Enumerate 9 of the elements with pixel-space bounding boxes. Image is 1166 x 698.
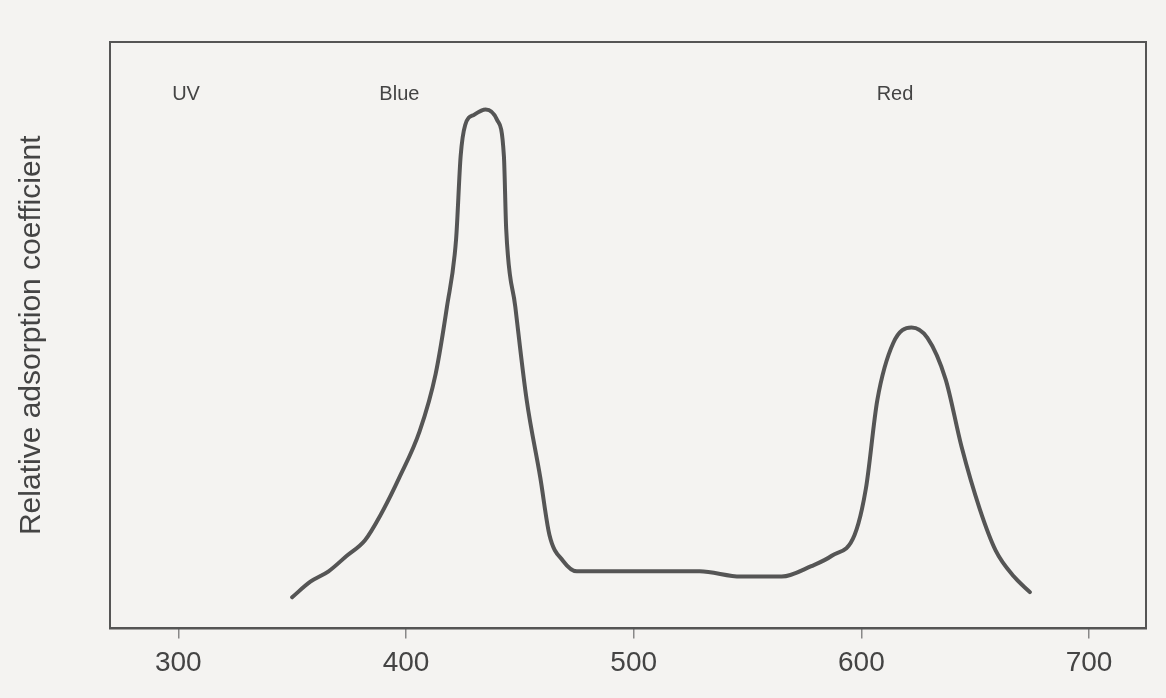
x-tick-label: 700 [1065, 645, 1113, 677]
x-tick-label: 400 [382, 645, 430, 677]
y-axis-title: Relative adsorption coefficient [13, 134, 47, 536]
text: UV [172, 82, 201, 105]
text: Red [876, 82, 914, 105]
x-tick-label: 600 [838, 645, 885, 677]
x-tick-label: 300 [154, 645, 202, 677]
text: Blue [379, 82, 420, 105]
x-tick-label: 500 [610, 645, 658, 677]
